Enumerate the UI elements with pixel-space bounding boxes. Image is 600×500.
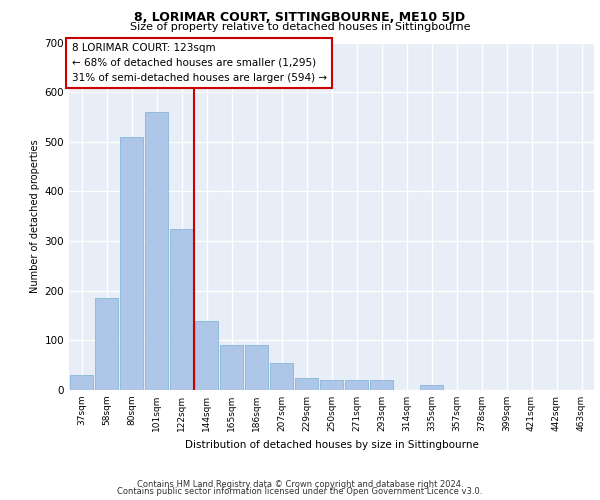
Text: Contains HM Land Registry data © Crown copyright and database right 2024.: Contains HM Land Registry data © Crown c… bbox=[137, 480, 463, 489]
Bar bbox=[170, 228, 193, 390]
Y-axis label: Number of detached properties: Number of detached properties bbox=[31, 140, 40, 293]
Text: Size of property relative to detached houses in Sittingbourne: Size of property relative to detached ho… bbox=[130, 22, 470, 32]
Bar bbox=[195, 320, 218, 390]
Bar bbox=[120, 137, 143, 390]
Text: Contains public sector information licensed under the Open Government Licence v3: Contains public sector information licen… bbox=[118, 487, 482, 496]
Bar bbox=[295, 378, 318, 390]
Bar bbox=[145, 112, 168, 390]
Bar bbox=[95, 298, 118, 390]
Bar bbox=[420, 385, 443, 390]
X-axis label: Distribution of detached houses by size in Sittingbourne: Distribution of detached houses by size … bbox=[185, 440, 478, 450]
Bar bbox=[245, 346, 268, 390]
Bar bbox=[345, 380, 368, 390]
Bar bbox=[320, 380, 343, 390]
Text: 8 LORIMAR COURT: 123sqm
← 68% of detached houses are smaller (1,295)
31% of semi: 8 LORIMAR COURT: 123sqm ← 68% of detache… bbox=[71, 43, 327, 83]
Text: 8, LORIMAR COURT, SITTINGBOURNE, ME10 5JD: 8, LORIMAR COURT, SITTINGBOURNE, ME10 5J… bbox=[134, 11, 466, 24]
Bar bbox=[220, 346, 243, 390]
Bar bbox=[370, 380, 393, 390]
Bar bbox=[270, 362, 293, 390]
Bar bbox=[70, 375, 93, 390]
